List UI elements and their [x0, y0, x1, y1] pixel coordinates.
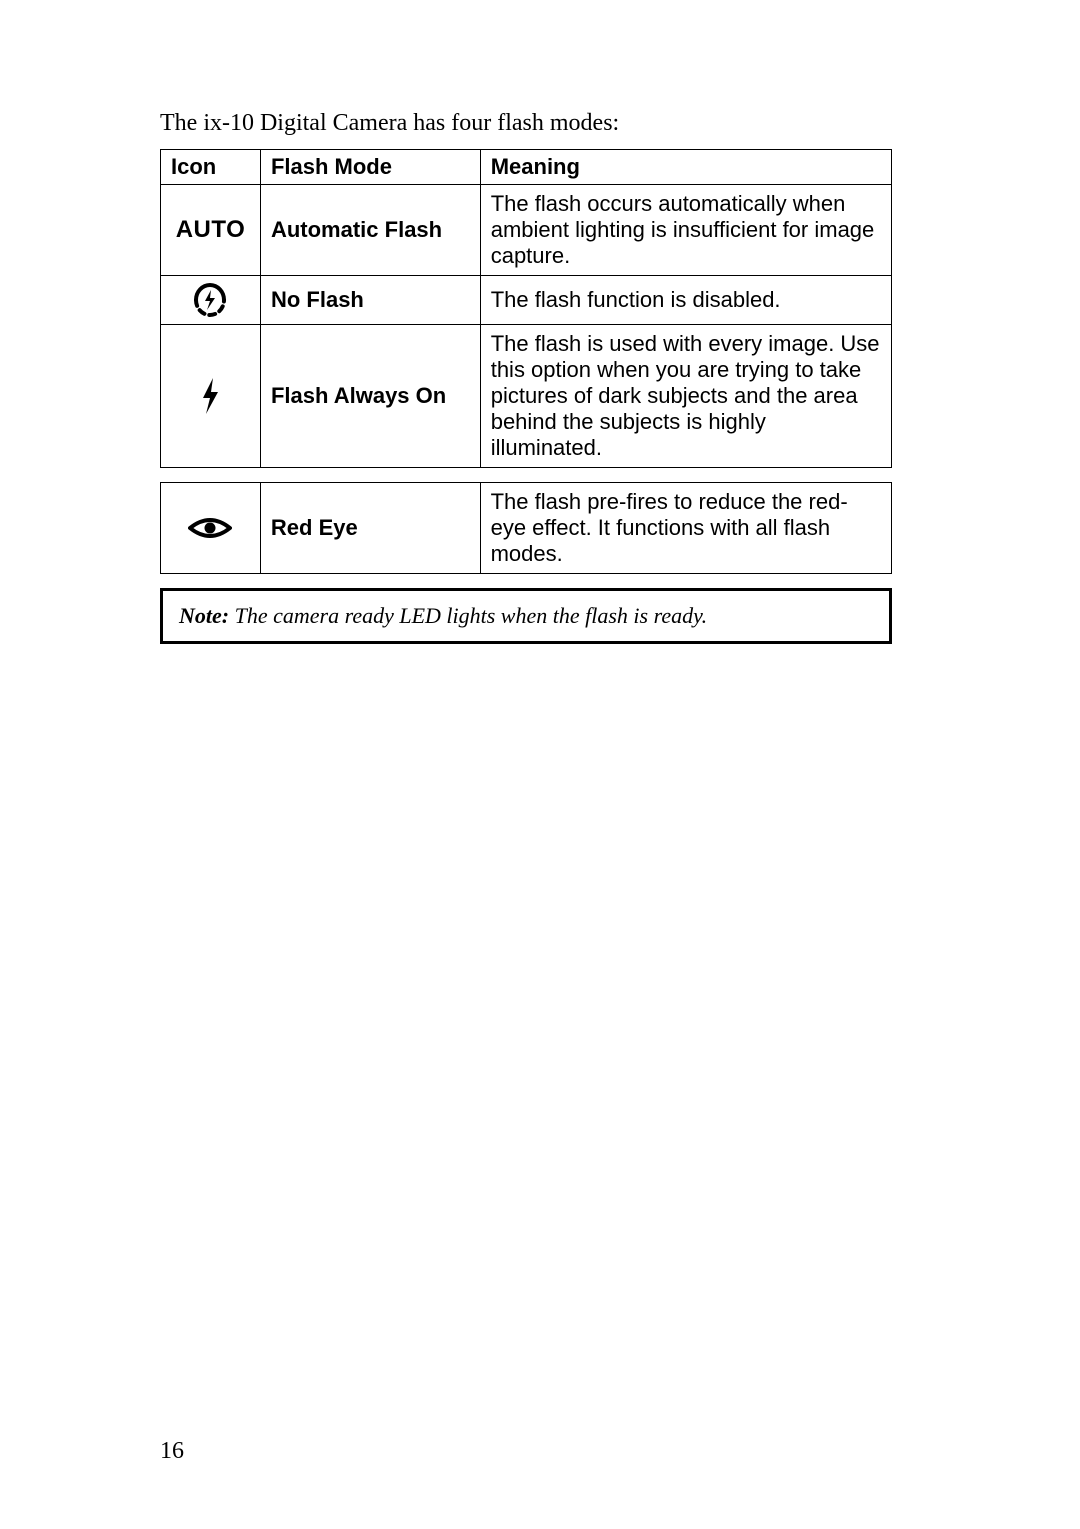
meaning-cell: The flash is used with every image. Use … — [480, 325, 891, 468]
flash-modes-table-1: Icon Flash Mode Meaning AUTO Automatic F… — [160, 149, 892, 468]
table-spacer — [160, 468, 960, 482]
meaning-cell: The flash function is disabled. — [480, 276, 891, 325]
meaning-cell: The flash occurs automatically when ambi… — [480, 185, 891, 276]
note-box: Note: The camera ready LED lights when t… — [160, 588, 892, 644]
flash-on-icon — [195, 376, 225, 416]
page-number: 16 — [160, 1438, 184, 1465]
mode-cell: Automatic Flash — [260, 185, 480, 276]
mode-cell: Red Eye — [260, 483, 480, 574]
table-row: Flash Always On The flash is used with e… — [161, 325, 892, 468]
note-spacer — [160, 574, 960, 588]
header-meaning: Meaning — [480, 150, 891, 185]
note-label: Note: — [179, 603, 229, 628]
meaning-cell: The flash pre-fires to reduce the red-ey… — [480, 483, 891, 574]
red-eye-icon — [188, 514, 232, 542]
header-icon: Icon — [161, 150, 261, 185]
auto-icon: AUTO — [176, 216, 246, 243]
icon-noflash — [161, 276, 261, 325]
flash-modes-table-2: Red Eye The flash pre-fires to reduce th… — [160, 482, 892, 574]
mode-cell: Flash Always On — [260, 325, 480, 468]
icon-redeye — [161, 483, 261, 574]
mode-cell: No Flash — [260, 276, 480, 325]
icon-auto: AUTO — [161, 185, 261, 276]
intro-text: The ix-10 Digital Camera has four flash … — [160, 110, 960, 137]
no-flash-icon — [190, 282, 230, 318]
table-row: No Flash The flash function is disabled. — [161, 276, 892, 325]
table-header-row: Icon Flash Mode Meaning — [161, 150, 892, 185]
note-text: The camera ready LED lights when the fla… — [229, 603, 707, 628]
header-mode: Flash Mode — [260, 150, 480, 185]
table-row: AUTO Automatic Flash The flash occurs au… — [161, 185, 892, 276]
icon-flashon — [161, 325, 261, 468]
table-row: Red Eye The flash pre-fires to reduce th… — [161, 483, 892, 574]
